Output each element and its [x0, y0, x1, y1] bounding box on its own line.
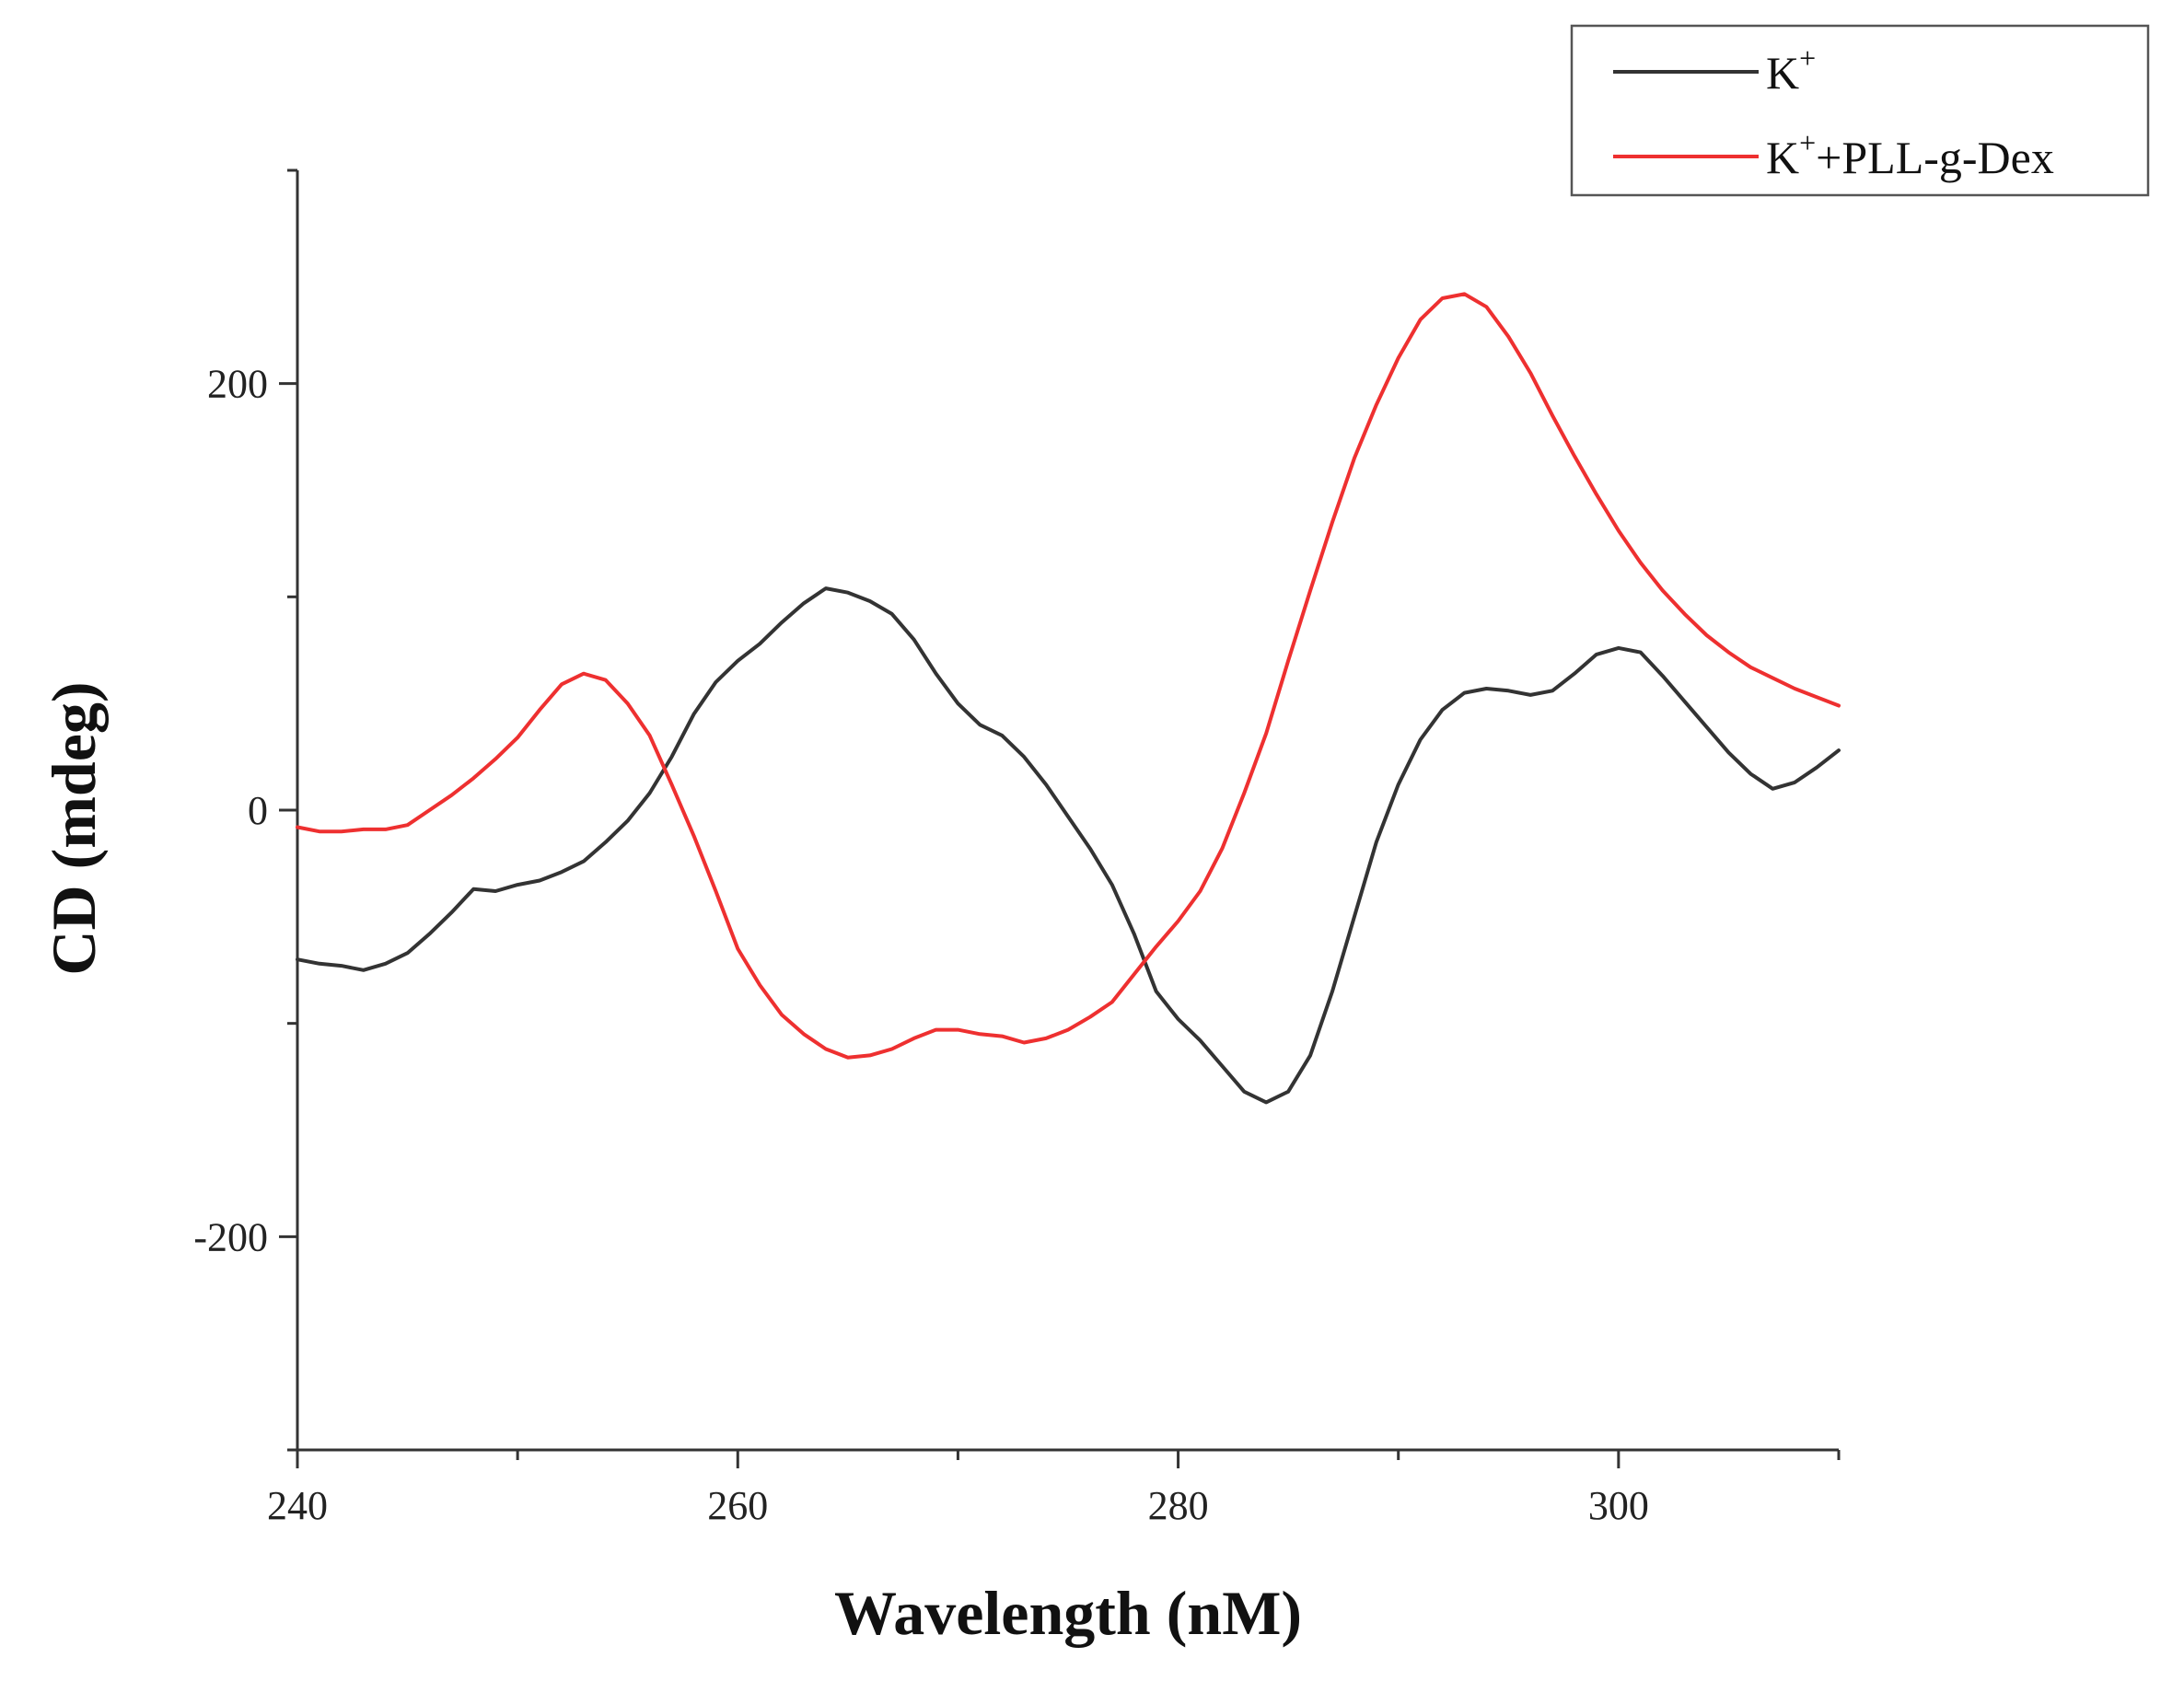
- legend-label-k: K+: [1766, 41, 1816, 99]
- y-axis-title: CD (mdeg): [39, 681, 109, 975]
- x-ticks: 240 260 280 300: [267, 1450, 1841, 1528]
- y-tick-label: 0: [248, 788, 268, 833]
- legend: K+ K++PLL-g-Dex: [1570, 24, 2150, 197]
- x-tick-label: 300: [1588, 1483, 1649, 1528]
- legend-label-k-pll-g-dex: K++PLL-g-Dex: [1766, 126, 2054, 183]
- series-layer: [296, 292, 1841, 1105]
- series-line-k: [296, 586, 1841, 1105]
- x-tick-label: 280: [1148, 1483, 1209, 1528]
- y-tick-label: 200: [207, 362, 268, 407]
- y-tick-label: -200: [193, 1214, 268, 1259]
- x-tick-label: 240: [267, 1483, 328, 1528]
- y-ticks: 200 0 -200: [193, 168, 297, 1452]
- x-tick-label: 260: [707, 1483, 768, 1528]
- x-axis-title: Wavelength (nM): [834, 1578, 1302, 1648]
- legend-box: [1570, 24, 2150, 197]
- series-line-k-pll-g-dex: [296, 292, 1841, 1060]
